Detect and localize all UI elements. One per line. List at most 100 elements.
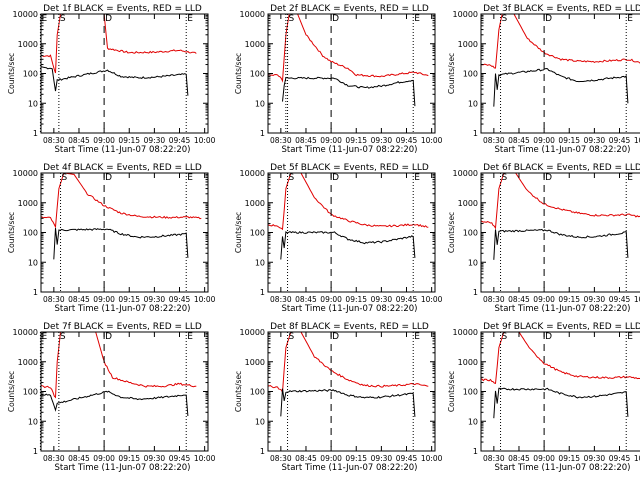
- x-tick-label: 08:30: [43, 454, 65, 463]
- x-tick-label: 08:45: [295, 454, 317, 463]
- marker-label: S: [60, 14, 66, 24]
- y-tick-label: 100: [23, 388, 38, 397]
- x-tick-label: 09:30: [144, 295, 166, 304]
- panel-title: Det 9f BLACK = Events, RED = LLD: [483, 322, 640, 332]
- x-axis-label: Start Time (11-Jun-07 08:22:20): [55, 463, 191, 473]
- y-tick-label: 1: [473, 447, 478, 456]
- x-axis-label: Start Time (11-Jun-07 08:22:20): [495, 145, 631, 155]
- x-axis-label: Start Time (11-Jun-07 08:22:20): [282, 304, 418, 314]
- y-tick-label: 100: [250, 70, 265, 79]
- panel-title: Det 2f BLACK = Events, RED = LLD: [270, 4, 429, 14]
- y-tick-label: 1000: [245, 40, 265, 49]
- y-tick-label: 1: [260, 129, 265, 138]
- series-line-events: [41, 390, 189, 417]
- marker-label: D: [545, 14, 552, 24]
- marker-label: S: [502, 14, 508, 24]
- panel-title: Det 3f BLACK = Events, RED = LLD: [483, 4, 640, 14]
- y-tick-label: 1000: [245, 199, 265, 208]
- panel-title: Det 4f BLACK = Events, RED = LLD: [43, 163, 202, 173]
- x-tick-label: 10:00: [634, 136, 640, 145]
- x-tick-label: 10:00: [634, 295, 640, 304]
- series-line-lld: [268, 14, 429, 83]
- y-tick-label: 10000: [240, 10, 265, 19]
- x-tick-label: 09:45: [396, 136, 418, 145]
- marker-label: S: [62, 173, 68, 183]
- x-tick-label: 08:30: [43, 295, 65, 304]
- x-tick-label: 08:45: [508, 454, 530, 463]
- y-tick-label: 100: [250, 388, 265, 397]
- marker-label: E: [41, 332, 47, 342]
- y-tick-label: 1: [473, 288, 478, 297]
- y-tick-label: 1: [33, 129, 38, 138]
- marker-label: D: [105, 173, 112, 183]
- y-tick-label: 10000: [13, 10, 38, 19]
- marker-label: E: [41, 14, 47, 24]
- y-tick-label: 10: [255, 258, 265, 267]
- y-tick-label: 10: [28, 258, 38, 267]
- x-tick-label: 09:30: [371, 136, 393, 145]
- y-axis-label: Counts/sec: [447, 212, 456, 253]
- y-tick-label: 1000: [18, 40, 38, 49]
- y-tick-label: 10: [468, 417, 478, 426]
- x-tick-label: 08:30: [483, 454, 505, 463]
- series-line-events: [493, 387, 629, 419]
- y-tick-label: 1000: [18, 199, 38, 208]
- y-tick-label: 10: [255, 99, 265, 108]
- marker-label: E: [627, 173, 633, 183]
- x-tick-label: 09:30: [144, 136, 166, 145]
- panel-title: Det 8f BLACK = Events, RED = LLD: [270, 322, 429, 332]
- y-tick-label: 1: [33, 288, 38, 297]
- series-line-events: [493, 67, 629, 107]
- x-tick-label: 10:00: [421, 454, 443, 463]
- x-tick-label: 09:00: [320, 295, 342, 304]
- x-tick-label: 10:00: [421, 295, 443, 304]
- x-axis-label: Start Time (11-Jun-07 08:22:20): [282, 463, 418, 473]
- marker-label: E: [187, 173, 193, 183]
- y-tick-label: 1000: [18, 358, 38, 367]
- marker-label: D: [105, 332, 112, 342]
- y-tick-label: 1: [260, 288, 265, 297]
- x-tick-label: 09:15: [118, 295, 140, 304]
- x-tick-label: 09:15: [345, 454, 367, 463]
- panel-title: Det 6f BLACK = Events, RED = LLD: [483, 163, 640, 173]
- marker-label: S: [289, 14, 295, 24]
- y-tick-label: 1000: [458, 199, 478, 208]
- x-tick-label: 09:15: [118, 136, 140, 145]
- panel-title: Det 7f BLACK = Events, RED = LLD: [43, 322, 202, 332]
- series-line-lld: [268, 173, 429, 231]
- series-line-events: [493, 228, 629, 260]
- y-tick-label: 10000: [13, 328, 38, 337]
- marker-label: D: [332, 173, 339, 183]
- y-tick-label: 10: [28, 99, 38, 108]
- x-tick-label: 08:45: [508, 136, 530, 145]
- series-line-events: [280, 388, 416, 417]
- marker-label: S: [502, 173, 508, 183]
- x-tick-label: 09:00: [93, 295, 115, 304]
- x-tick-label: 09:15: [558, 136, 580, 145]
- marker-label: E: [414, 332, 420, 342]
- x-tick-label: 08:30: [270, 136, 292, 145]
- series-line-lld: [481, 14, 640, 69]
- x-tick-label: 08:45: [295, 136, 317, 145]
- x-tick-label: 09:45: [169, 454, 191, 463]
- marker-label: E: [414, 14, 420, 24]
- marker-label: S: [289, 173, 295, 183]
- x-tick-label: 09:00: [533, 295, 555, 304]
- x-tick-label: 09:45: [169, 136, 191, 145]
- x-tick-label: 10:00: [194, 295, 216, 304]
- marker-label: S: [60, 332, 66, 342]
- marker-label: D: [545, 173, 552, 183]
- x-tick-label: 09:45: [396, 295, 418, 304]
- x-tick-label: 10:00: [194, 454, 216, 463]
- x-tick-label: 09:00: [320, 136, 342, 145]
- x-tick-label: 08:45: [68, 295, 90, 304]
- panel-title: Det 1f BLACK = Events, RED = LLD: [43, 4, 202, 14]
- series-line-events: [282, 76, 416, 107]
- y-axis-label: Counts/sec: [447, 53, 456, 94]
- x-tick-label: 09:45: [609, 295, 631, 304]
- x-tick-label: 09:30: [584, 295, 606, 304]
- x-tick-label: 09:30: [371, 295, 393, 304]
- y-tick-label: 10000: [453, 169, 478, 178]
- x-axis-label: Start Time (11-Jun-07 08:22:20): [282, 145, 418, 155]
